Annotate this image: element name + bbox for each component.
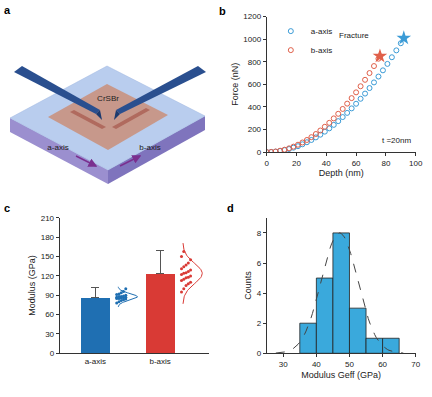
svg-text:800: 800 [248, 58, 262, 67]
svg-text:30: 30 [279, 360, 288, 369]
svg-text:0: 0 [257, 349, 262, 358]
svg-text:Modulus Geff (GPa): Modulus Geff (GPa) [301, 370, 381, 380]
svg-text:6: 6 [257, 259, 262, 268]
svg-text:50: 50 [345, 360, 354, 369]
svg-text:a-axis: a-axis [85, 357, 106, 366]
svg-text:0: 0 [257, 148, 262, 157]
svg-text:b-axis: b-axis [311, 46, 332, 55]
svg-text:a-axis: a-axis [47, 143, 68, 152]
svg-text:30: 30 [45, 330, 54, 339]
svg-text:1200: 1200 [243, 12, 261, 21]
svg-text:Counts: Counts [243, 271, 253, 300]
svg-text:210: 210 [41, 214, 55, 223]
svg-text:4: 4 [257, 289, 262, 298]
svg-text:40: 40 [322, 159, 331, 168]
svg-text:8: 8 [257, 229, 262, 238]
svg-text:180: 180 [41, 233, 55, 242]
svg-text:150: 150 [41, 252, 55, 261]
svg-text:a-axis: a-axis [311, 27, 332, 36]
svg-text:0: 0 [50, 349, 55, 358]
svg-text:b-axis: b-axis [149, 357, 170, 366]
svg-text:CrSBr: CrSBr [97, 94, 119, 103]
svg-text:120: 120 [41, 272, 55, 281]
svg-text:600: 600 [248, 80, 262, 89]
svg-text:t =20nm: t =20nm [382, 136, 411, 145]
svg-text:70: 70 [411, 360, 420, 369]
svg-text:b-axis: b-axis [139, 143, 160, 152]
svg-text:Depth (nm): Depth (nm) [319, 168, 364, 178]
svg-text:Force (nN): Force (nN) [230, 63, 240, 106]
svg-text:20: 20 [292, 159, 301, 168]
svg-text:2: 2 [257, 319, 262, 328]
svg-text:Modulus (GPa): Modulus (GPa) [27, 255, 37, 316]
svg-text:40: 40 [312, 360, 321, 369]
svg-text:200: 200 [248, 125, 262, 134]
svg-text:90: 90 [45, 291, 54, 300]
svg-text:b: b [219, 5, 226, 17]
svg-text:0: 0 [264, 159, 269, 168]
svg-text:100: 100 [409, 159, 423, 168]
svg-text:c: c [4, 202, 10, 214]
svg-text:a: a [4, 4, 11, 16]
svg-text:60: 60 [378, 360, 387, 369]
svg-text:80: 80 [381, 159, 390, 168]
svg-text:Fracture: Fracture [339, 31, 369, 40]
svg-text:1000: 1000 [243, 35, 261, 44]
svg-text:d: d [227, 202, 234, 214]
svg-text:60: 60 [45, 310, 54, 319]
svg-text:400: 400 [248, 103, 262, 112]
svg-text:60: 60 [352, 159, 361, 168]
